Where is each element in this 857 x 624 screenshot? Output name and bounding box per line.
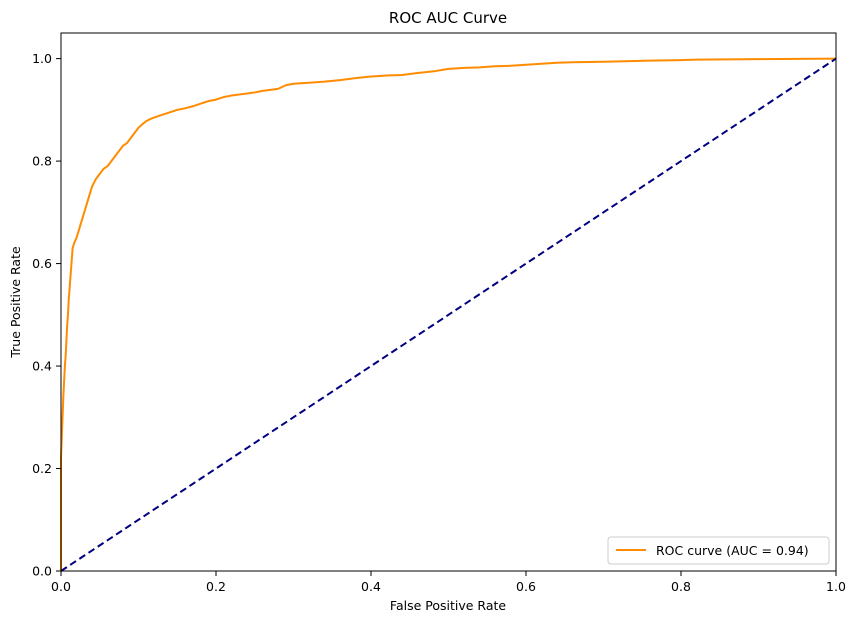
- y-tick-label: 0.4: [32, 359, 52, 374]
- y-axis-label: True Positive Rate: [8, 246, 23, 359]
- x-tick-label: 0.8: [671, 579, 691, 594]
- legend-label-roc: ROC curve (AUC = 0.94): [656, 543, 809, 558]
- x-tick-label: 0.0: [51, 579, 71, 594]
- y-tick-label: 0.2: [32, 461, 52, 476]
- y-tick-label: 0.6: [32, 256, 52, 271]
- y-axis: 0.0 0.2 0.4 0.6 0.8 1.0: [32, 51, 61, 579]
- x-tick-label: 0.6: [516, 579, 536, 594]
- x-tick-label: 0.4: [361, 579, 381, 594]
- series-layer: [60, 57, 837, 572]
- y-tick-label: 1.0: [32, 51, 52, 66]
- x-axis: 0.0 0.2 0.4 0.6 0.8 1.0: [51, 571, 846, 594]
- roc-curve-line: [60, 57, 837, 571]
- chance-diagonal-line: [60, 57, 837, 572]
- legend: ROC curve (AUC = 0.94): [607, 536, 830, 565]
- x-tick-label: 1.0: [826, 579, 846, 594]
- y-tick-label: 0.8: [32, 154, 52, 169]
- plot-frame: [61, 33, 836, 571]
- x-tick-label: 0.2: [206, 579, 226, 594]
- x-axis-label: False Positive Rate: [390, 598, 506, 613]
- y-tick-label: 0.0: [32, 564, 52, 579]
- legend-box: [607, 536, 830, 565]
- plot-area: [60, 32, 837, 572]
- chart-title: ROC AUC Curve: [389, 9, 507, 27]
- plot-border: [60, 32, 837, 572]
